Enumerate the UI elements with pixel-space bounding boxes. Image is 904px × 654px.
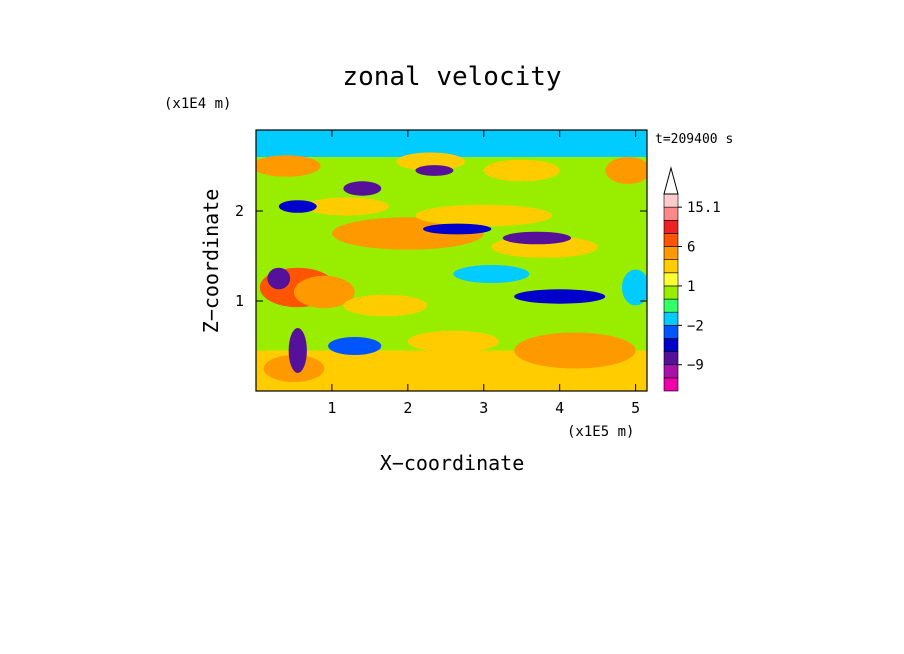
colorbar-swatch: [663, 364, 679, 379]
colorbar-swatch: [663, 285, 679, 300]
time-label: t=209400 s: [655, 132, 733, 147]
x-unit-label: (x1E5 m): [567, 424, 634, 440]
y-tick-label: 1: [235, 292, 244, 310]
colorbar-label: 1: [687, 279, 695, 295]
x-tick-label: 5: [631, 399, 640, 417]
colorbar-swatch: [663, 325, 679, 339]
colorbar-swatch: [663, 193, 679, 208]
colorbar-swatch: [663, 338, 679, 352]
colorbar: 15.1 6 1 −2 −9: [663, 166, 721, 392]
orange-bottom-right: [514, 332, 636, 369]
colorbar-swatch: [663, 377, 679, 392]
x-tick-label: 2: [403, 399, 412, 417]
blue-left-bottom: [288, 328, 307, 373]
y-tick-label: 2: [235, 202, 244, 220]
blue-streak-right-lower: [514, 289, 606, 304]
colorbar-swatch: [663, 298, 679, 313]
y-axis-label: Z−coordinate: [199, 189, 223, 334]
yellow-center-lower: [343, 294, 427, 317]
velocity-field: [256, 130, 647, 391]
colorbar-label: 6: [687, 240, 695, 256]
blue-left-core: [267, 267, 291, 290]
x-tick-label: 3: [479, 399, 488, 417]
yellow-top-mid: [483, 159, 560, 182]
cyan-center: [453, 265, 530, 283]
colorbar-swatch: [663, 233, 679, 247]
plot-frame: [255, 129, 648, 392]
colorbar-swatch: [663, 351, 679, 366]
orange-top-left: [256, 155, 321, 177]
orange-core: [293, 275, 355, 309]
colorbar-swatch: [663, 311, 679, 326]
y-unit-label: (x1E4 m): [164, 96, 231, 112]
x-tick-label: 4: [555, 399, 564, 417]
blue-streak-center: [423, 223, 492, 235]
x-tick-label: 1: [327, 399, 336, 417]
yellow-left-upper: [305, 197, 389, 216]
chart-title: zonal velocity: [342, 62, 561, 92]
blue-top-left: [343, 181, 382, 196]
colorbar-swatch: [663, 219, 679, 234]
orange-top-right: [605, 157, 647, 184]
colorbar-swatch: [663, 272, 679, 287]
x-axis: 1 2 3 4 5: [327, 130, 640, 417]
colorbar-swatch: [663, 246, 679, 260]
colorbar-arrow: [663, 166, 679, 195]
y-axis: 12: [235, 202, 647, 310]
blue-top-center: [415, 165, 454, 176]
orange-upper-right: [415, 204, 553, 227]
colorbar-label: −9: [687, 358, 704, 374]
top-cyan-band: [256, 130, 647, 157]
blue-streak-right-mid: [502, 231, 572, 245]
colorbar-label: 15.1: [687, 200, 721, 216]
yellow-top-center: [396, 152, 465, 171]
colorbar-label: −2: [687, 318, 704, 334]
colorbar-swatch: [663, 259, 679, 274]
cyan-right-edge: [621, 269, 647, 306]
blue-left-upper: [278, 200, 317, 213]
orange-bottom-mid: [407, 330, 499, 353]
colorbar-swatch: [663, 206, 679, 221]
cyan-bottom-left: [328, 337, 382, 355]
x-axis-label: X−coordinate: [380, 451, 525, 475]
